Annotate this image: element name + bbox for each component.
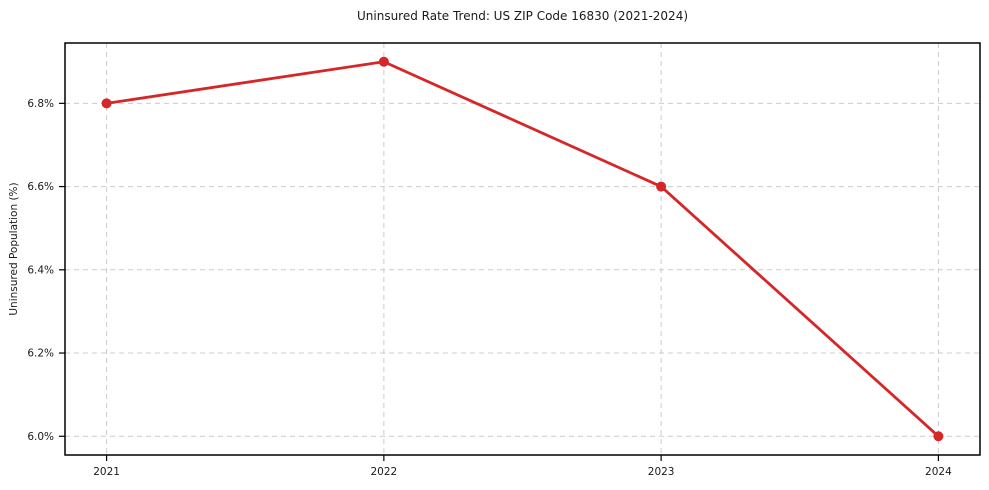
y-tick-label: 6.0% <box>27 431 54 443</box>
data-point <box>378 56 389 67</box>
x-tick-label: 2022 <box>370 466 397 478</box>
data-point <box>933 431 944 442</box>
y-tick-label: 6.6% <box>27 181 54 193</box>
data-point <box>656 181 667 192</box>
trend-line <box>105 60 940 438</box>
y-tick-label: 6.2% <box>27 348 54 360</box>
x-tick-label: 2024 <box>925 466 952 478</box>
axes-border <box>64 42 981 456</box>
y-tick-label: 6.4% <box>27 264 54 276</box>
x-tick-label: 2023 <box>648 466 675 478</box>
chart-title: Uninsured Rate Trend: US ZIP Code 16830 … <box>356 9 689 23</box>
y-tick-label: 6.8% <box>27 98 54 110</box>
x-tick-label: 2021 <box>93 466 120 478</box>
data-point <box>101 98 112 109</box>
